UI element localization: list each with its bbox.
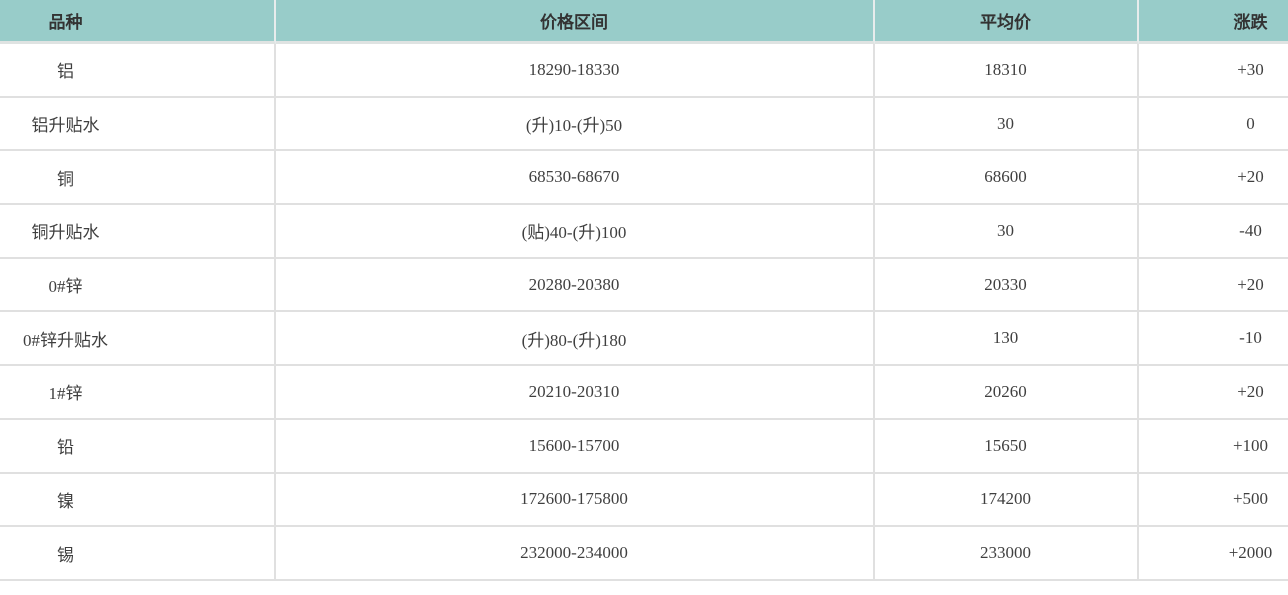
cell-average: 15650	[875, 419, 1139, 474]
cell-price-range: 20280-20380	[276, 258, 875, 313]
cell-average: 68600	[875, 151, 1139, 206]
cell-change: -10	[1139, 312, 1288, 367]
cell-average: 30	[875, 205, 1139, 259]
cell-price-range: (贴)40-(升)100	[276, 205, 875, 259]
cell-price-range: 172600-175800	[276, 473, 875, 528]
table-row: 0#锌升贴水 (升)80-(升)180 130 -10	[0, 312, 1288, 367]
cell-price-range: (升)80-(升)180	[276, 312, 875, 367]
table-body: 铝 18290-18330 18310 +30 铝升贴水 (升)10-(升)50 30 0 铜 6…	[0, 44, 1288, 581]
cell-change: +20	[1139, 151, 1288, 206]
cell-variety: 锡	[0, 527, 276, 581]
table-row: 铝升贴水 (升)10-(升)50 30 0	[0, 97, 1288, 152]
header-price-range: 价格区间	[276, 0, 875, 44]
table-row: 锡 232000-234000 233000 +2000	[0, 527, 1288, 581]
table-row: 铅 15600-15700 15650 +100	[0, 419, 1288, 474]
cell-change: +100	[1139, 420, 1288, 474]
cell-variety: 铝升贴水	[0, 97, 276, 152]
cell-price-range: 18290-18330	[276, 44, 875, 98]
table-row: 0#锌 20280-20380 20330 +20	[0, 258, 1288, 313]
cell-change: +500	[1139, 474, 1288, 528]
header-change: 涨跌	[1139, 0, 1288, 44]
cell-change: +20	[1139, 259, 1288, 313]
table-row: 铝 18290-18330 18310 +30	[0, 44, 1288, 98]
cell-average: 20330	[875, 258, 1139, 313]
cell-average: 20260	[875, 366, 1139, 420]
table-row: 镍 172600-175800 174200 +500	[0, 473, 1288, 528]
cell-variety: 铅	[0, 419, 276, 474]
table-row: 铜升贴水 (贴)40-(升)100 30 -40	[0, 205, 1288, 259]
cell-variety: 铝	[0, 44, 276, 98]
cell-price-range: 15600-15700	[276, 419, 875, 474]
cell-change: +2000	[1139, 527, 1288, 581]
cell-change: +20	[1139, 366, 1288, 420]
cell-price-range: 68530-68670	[276, 151, 875, 206]
table-header: 品种 价格区间 平均价 涨跌	[0, 0, 1288, 44]
cell-price-range: 20210-20310	[276, 366, 875, 420]
cell-price-range: (升)10-(升)50	[276, 97, 875, 152]
cell-average: 130	[875, 312, 1139, 367]
cell-variety: 0#锌	[0, 258, 276, 313]
cell-average: 18310	[875, 44, 1139, 98]
metal-price-table: 品种 价格区间 平均价 涨跌 铝 18290-18330 18310 +30 铝升贴水(…	[0, 0, 1288, 581]
cell-change: +30	[1139, 44, 1288, 98]
cell-variety: 镍	[0, 473, 276, 528]
header-row: 品种 价格区间 平均价 涨跌	[0, 0, 1288, 44]
cell-variety: 1#锌	[0, 366, 276, 420]
table-row: 铜 68530-68670 68600 +20	[0, 151, 1288, 206]
cell-average: 30	[875, 97, 1139, 152]
table-row: 1#锌 20210-20310 20260 +20	[0, 366, 1288, 420]
cell-average: 233000	[875, 527, 1139, 581]
cell-change: -40	[1139, 205, 1288, 259]
header-variety: 品种	[0, 0, 276, 44]
cell-change: 0	[1139, 98, 1288, 152]
cell-average: 174200	[875, 473, 1139, 528]
cell-variety: 0#锌升贴水	[0, 312, 276, 367]
cell-variety: 铜升贴水	[0, 205, 276, 259]
header-average: 平均价	[875, 0, 1139, 44]
cell-price-range: 232000-234000	[276, 527, 875, 581]
cell-variety: 铜	[0, 151, 276, 206]
